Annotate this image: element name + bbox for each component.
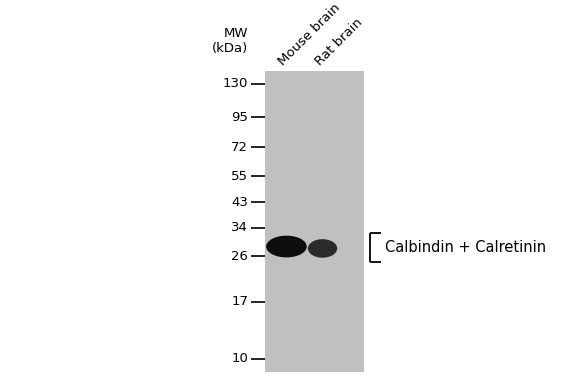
Text: 43: 43 <box>231 196 248 209</box>
Text: 55: 55 <box>231 170 248 183</box>
Text: 26: 26 <box>231 250 248 263</box>
Text: Calbindin + Calretinin: Calbindin + Calretinin <box>385 240 546 255</box>
Bar <box>265 71 364 372</box>
Ellipse shape <box>308 239 337 258</box>
Text: Mouse brain: Mouse brain <box>275 1 343 68</box>
Text: Rat brain: Rat brain <box>313 15 365 68</box>
Text: 72: 72 <box>231 141 248 154</box>
Text: 34: 34 <box>231 221 248 234</box>
Text: 10: 10 <box>231 352 248 365</box>
Ellipse shape <box>266 235 307 257</box>
Text: 130: 130 <box>223 77 248 90</box>
Text: MW
(kDa): MW (kDa) <box>212 27 248 55</box>
Text: 95: 95 <box>231 111 248 124</box>
Text: 17: 17 <box>231 296 248 308</box>
